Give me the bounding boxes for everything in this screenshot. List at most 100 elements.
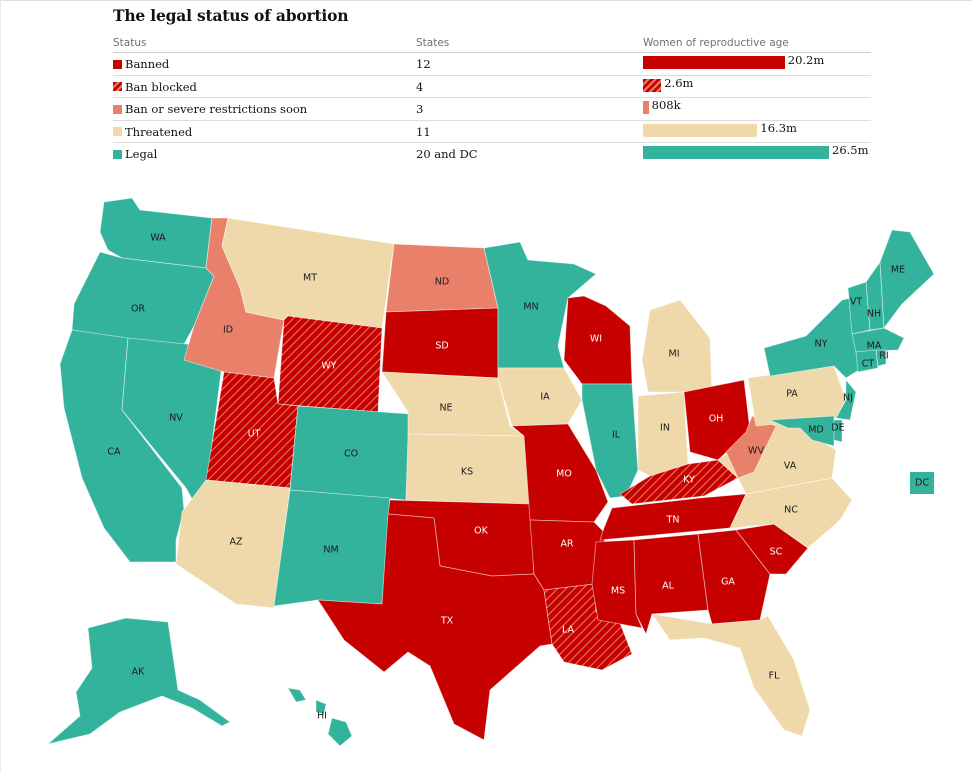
- women-bar-fill: [643, 101, 649, 114]
- state-label-ok: OK: [474, 526, 488, 537]
- state-label-nj: NJ: [843, 393, 853, 404]
- state-label-ak: AK: [132, 667, 145, 678]
- status-label: Legal: [125, 147, 158, 161]
- state-label-ga: GA: [721, 577, 735, 588]
- state-label-de: DE: [831, 423, 844, 434]
- state-label-hi: HI: [317, 711, 327, 722]
- left-border: [0, 0, 1, 773]
- state-label-nc: NC: [784, 505, 798, 516]
- legend-table-rows: Banned 12 20.2m Ban blocked 4 2.6m Ban or seve…: [113, 53, 871, 166]
- status-swatch: [113, 59, 122, 69]
- state-wi: [563, 295, 633, 385]
- state-label-md: MD: [808, 425, 824, 436]
- states-layer: [47, 197, 935, 747]
- state-label-ks: KS: [461, 467, 473, 478]
- state-label-la: LA: [562, 625, 575, 636]
- women-bar-label: 20.2m: [787, 53, 825, 67]
- state-label-nv: NV: [169, 413, 183, 424]
- state-label-wa: WA: [150, 233, 166, 244]
- state-label-mo: MO: [556, 469, 572, 480]
- state-label-wy: WY: [321, 361, 336, 372]
- state-label-ri: RI: [879, 351, 888, 362]
- state-nc: [711, 477, 853, 549]
- state-label-tn: TN: [666, 515, 680, 526]
- legend-row: Threatened 11 16.3m: [113, 120, 871, 143]
- state-label-id: ID: [223, 325, 233, 336]
- legend-row: Banned 12 20.2m: [113, 53, 871, 76]
- state-label-nd: ND: [435, 277, 449, 288]
- us-map: WA OR CA NV ID MT WY UT AZ CO NM ND SD NE KS OK TX MN IA MO…: [47, 197, 935, 747]
- women-bar-label: 2.6m: [664, 75, 694, 90]
- women-bar-fill: [643, 146, 829, 159]
- state-me: [879, 229, 935, 329]
- state-label-fl: FL: [769, 671, 780, 682]
- state-hi: [287, 687, 353, 747]
- women-bar-fill: [643, 123, 758, 137]
- state-mo: [511, 423, 609, 523]
- women-bar-label: 26.5m: [832, 143, 869, 157]
- state-nj: [835, 379, 857, 421]
- state-ma: [851, 327, 905, 353]
- status-label: Banned: [125, 57, 170, 71]
- state-label-oh: OH: [709, 414, 724, 425]
- state-label-me: ME: [891, 265, 905, 276]
- status-swatch: [113, 82, 122, 91]
- state-label-ia: IA: [540, 392, 550, 403]
- women-bar-label: 808k: [651, 98, 681, 112]
- labels-layer: WA OR CA NV ID MT WY UT AZ CO NM ND SD NE KS OK TX MN IA MO…: [107, 233, 929, 722]
- state-label-ut: UT: [248, 429, 261, 440]
- legend-status: Ban or severe restrictions soon: [113, 102, 307, 116]
- header-women: Women of reproductive age: [643, 37, 789, 49]
- status-swatch: [113, 104, 122, 114]
- state-label-pa: PA: [786, 389, 798, 400]
- state-dc: [910, 472, 934, 494]
- status-swatch: [113, 127, 122, 136]
- state-label-tx: TX: [440, 616, 454, 627]
- state-md: [769, 415, 835, 447]
- legend-table: Status States Women of reproductive age …: [113, 36, 871, 166]
- state-label-il: IL: [612, 430, 621, 441]
- header-status: Status: [113, 37, 147, 49]
- state-label-or: OR: [131, 304, 145, 315]
- state-label-ne: NE: [439, 403, 452, 414]
- state-label-az: AZ: [229, 537, 242, 548]
- status-label: Ban blocked: [125, 79, 197, 94]
- state-label-ms: MS: [611, 586, 625, 597]
- state-label-ky: KY: [683, 475, 695, 486]
- legend-status: Ban blocked: [113, 80, 197, 94]
- women-bar-fill: [643, 78, 662, 92]
- state-in: [637, 391, 689, 477]
- state-label-ca: CA: [107, 447, 121, 458]
- status-swatch: [113, 149, 122, 159]
- state-label-ct: CT: [862, 359, 875, 370]
- state-label-nh: NH: [867, 309, 881, 320]
- top-border: [0, 0, 972, 1]
- state-mi: [641, 299, 713, 393]
- legend-row: Ban or severe restrictions soon 3 808k: [113, 98, 871, 121]
- legend-table-header: Status States Women of reproductive age: [113, 36, 871, 53]
- legend-row: Legal 20 and DC 26.5m: [113, 143, 871, 166]
- state-fl: [651, 613, 811, 737]
- states-count: 3: [416, 102, 424, 116]
- state-label-sd: SD: [435, 341, 448, 352]
- state-label-ny: NY: [815, 339, 828, 350]
- legend-status: Legal: [113, 147, 157, 161]
- women-bar-label: 16.3m: [760, 120, 797, 135]
- state-label-mn: MN: [523, 302, 538, 313]
- state-label-mi: MI: [669, 349, 680, 360]
- state-label-dc: DC: [915, 478, 929, 489]
- state-label-wv: WV: [748, 446, 764, 457]
- state-tx: [317, 513, 553, 741]
- state-wv: [725, 415, 777, 479]
- states-count: 12: [416, 57, 431, 71]
- state-ak: [47, 617, 231, 745]
- state-label-vt: VT: [850, 297, 862, 308]
- header-states: States: [416, 37, 450, 49]
- state-label-mt: MT: [303, 273, 317, 284]
- legend-status: Banned: [113, 57, 169, 71]
- states-count: 4: [416, 79, 424, 94]
- states-count: 20 and DC: [416, 147, 478, 161]
- state-label-co: CO: [344, 449, 358, 460]
- state-label-ma: MA: [867, 341, 882, 352]
- state-il: [581, 383, 639, 499]
